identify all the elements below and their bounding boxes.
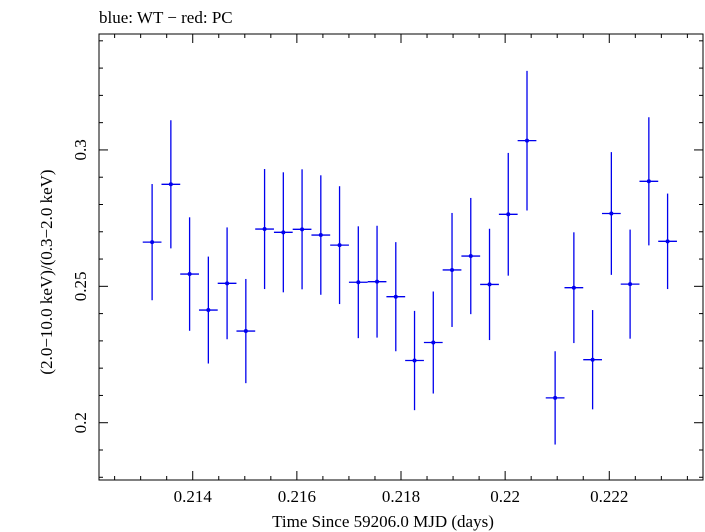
- point-marker: [243, 329, 248, 334]
- data-point: [386, 242, 406, 352]
- data-point: [498, 152, 518, 276]
- data-point: [461, 197, 481, 315]
- x-tick-label: 0.218: [382, 487, 420, 506]
- y-axis-label: (2.0−10.0 keV)/(0.3−2.0 keV): [37, 169, 56, 374]
- axes: 0.214 0.216 0.218 0.22 0.222 0.2 0.25 0.3: [71, 34, 703, 506]
- data-point: [367, 225, 387, 338]
- chart-title: blue: WT − red: PC: [99, 8, 233, 27]
- x-tick-label: 0.216: [278, 487, 316, 506]
- point-marker: [300, 227, 305, 232]
- data-point: [161, 120, 181, 249]
- data-point: [517, 70, 537, 211]
- point-marker: [646, 179, 651, 184]
- point-marker: [450, 267, 455, 272]
- data-point: [480, 228, 499, 341]
- point-marker: [337, 243, 342, 248]
- y-tick-label: 0.25: [71, 271, 90, 301]
- data-point: [348, 226, 368, 339]
- data-point: [311, 175, 331, 295]
- point-marker: [590, 357, 595, 362]
- point-marker: [393, 294, 398, 299]
- data-point: [564, 232, 584, 344]
- data-point: [620, 229, 640, 339]
- data-point: [583, 310, 602, 410]
- point-marker: [431, 340, 436, 345]
- data-point: [658, 193, 677, 290]
- point-marker: [665, 239, 670, 244]
- point-marker: [571, 285, 576, 290]
- data-point: [639, 117, 659, 246]
- point-marker: [553, 395, 558, 400]
- point-marker: [468, 254, 473, 259]
- point-marker: [168, 182, 173, 187]
- point-marker: [206, 308, 211, 313]
- y-tick-label: 0.2: [71, 412, 90, 433]
- point-marker: [525, 138, 530, 143]
- point-marker: [375, 279, 380, 284]
- point-marker: [262, 227, 267, 232]
- data-point: [330, 186, 349, 305]
- point-marker: [281, 230, 286, 235]
- data-point: [545, 351, 565, 445]
- x-tick-label: 0.222: [590, 487, 628, 506]
- point-marker: [487, 282, 492, 287]
- data-point: [405, 310, 424, 411]
- point-marker: [412, 358, 417, 363]
- point-marker: [356, 280, 361, 285]
- data-point: [236, 278, 256, 384]
- point-marker: [609, 211, 614, 216]
- point-marker: [318, 233, 323, 238]
- x-tick-label: 0.214: [174, 487, 213, 506]
- data-point: [180, 217, 199, 331]
- point-marker: [225, 281, 230, 286]
- data-point: [142, 184, 162, 301]
- x-axis-label: Time Since 59206.0 MJD (days): [272, 512, 494, 531]
- data-point: [601, 152, 621, 275]
- point-marker: [628, 282, 633, 287]
- point-marker: [150, 240, 155, 245]
- x-tick-label: 0.22: [490, 487, 520, 506]
- point-marker: [187, 272, 192, 277]
- y-tick-label: 0.3: [71, 139, 90, 160]
- data-series: [142, 70, 677, 445]
- point-marker: [506, 212, 511, 217]
- data-point: [292, 169, 312, 290]
- data-point: [255, 169, 274, 290]
- data-point: [423, 291, 443, 394]
- data-point: [217, 227, 237, 340]
- data-point: [442, 212, 462, 327]
- data-point: [198, 256, 218, 364]
- data-point: [273, 172, 293, 293]
